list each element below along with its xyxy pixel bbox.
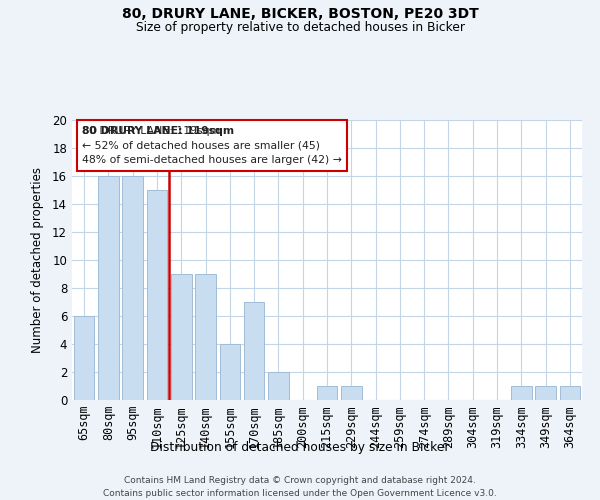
Text: Contains HM Land Registry data © Crown copyright and database right 2024.: Contains HM Land Registry data © Crown c… [124, 476, 476, 485]
Y-axis label: Number of detached properties: Number of detached properties [31, 167, 44, 353]
Text: Distribution of detached houses by size in Bicker: Distribution of detached houses by size … [150, 441, 450, 454]
Bar [244, 302, 265, 400]
Bar [317, 386, 337, 400]
Bar [268, 372, 289, 400]
Bar [171, 274, 191, 400]
Bar [195, 274, 216, 400]
Text: Size of property relative to detached houses in Bicker: Size of property relative to detached ho… [136, 21, 464, 34]
Text: Contains public sector information licensed under the Open Government Licence v3: Contains public sector information licen… [103, 489, 497, 498]
Bar [560, 386, 580, 400]
Text: 80 DRURY LANE: 119sqm
← 52% of detached houses are smaller (45)
48% of semi-deta: 80 DRURY LANE: 119sqm ← 52% of detached … [82, 126, 342, 165]
Bar [98, 176, 119, 400]
Bar [535, 386, 556, 400]
Bar [146, 190, 167, 400]
Bar [341, 386, 362, 400]
Bar [122, 176, 143, 400]
Bar [511, 386, 532, 400]
Bar [220, 344, 240, 400]
Text: 80 DRURY LANE: 119sqm: 80 DRURY LANE: 119sqm [82, 126, 235, 136]
Text: 80, DRURY LANE, BICKER, BOSTON, PE20 3DT: 80, DRURY LANE, BICKER, BOSTON, PE20 3DT [122, 8, 478, 22]
Bar [74, 316, 94, 400]
